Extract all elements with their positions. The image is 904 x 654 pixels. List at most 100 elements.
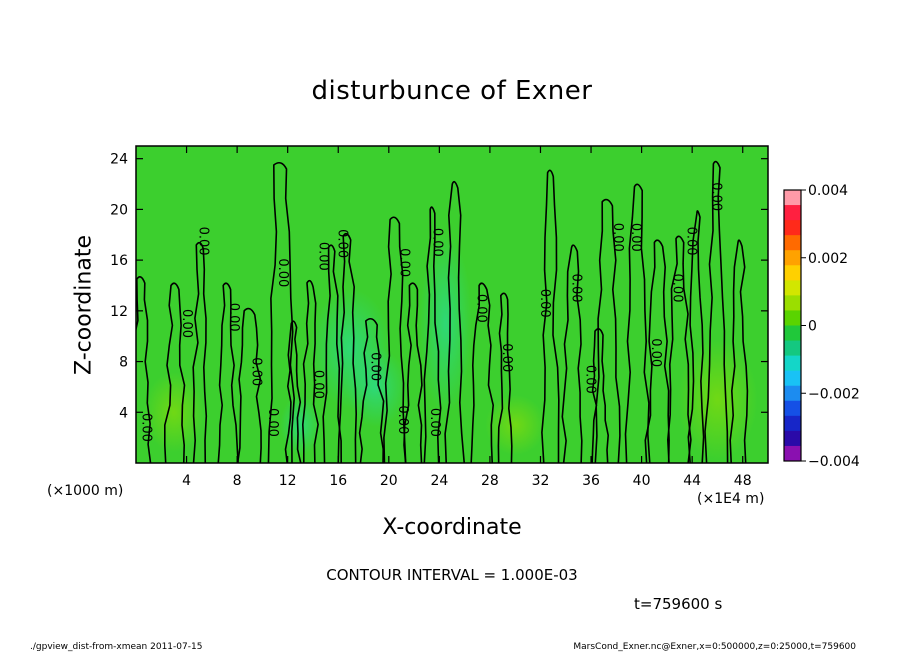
contour-line — [383, 216, 407, 463]
contour-line — [403, 282, 423, 463]
contour-line — [667, 235, 692, 463]
plot-frame — [135, 145, 769, 464]
colorbar-tick-label: 0 — [808, 319, 817, 335]
colorbar-band — [784, 250, 801, 266]
contour-label: 0.00 — [429, 228, 444, 257]
field-high-region — [485, 394, 546, 455]
colorbar-band — [784, 385, 801, 402]
contour-line — [497, 292, 513, 463]
contour-label: 0.00 — [311, 370, 326, 399]
contour-line — [591, 328, 609, 463]
colorbar-band — [784, 430, 801, 447]
colorbar-band — [784, 235, 801, 251]
contour-line — [444, 180, 466, 463]
x-tick-label: 32 — [532, 473, 550, 489]
x-unit-left: (×1000 m) — [47, 483, 124, 499]
x-tick-label: 36 — [582, 473, 600, 489]
contour-label: 0.00 — [537, 289, 552, 318]
colorbar-band — [784, 220, 801, 236]
colorbar-band — [784, 445, 801, 462]
contour-line — [236, 307, 262, 463]
colorbar-band — [784, 355, 801, 372]
colorbar-band — [784, 295, 801, 311]
contour-label: 0.00 — [648, 338, 663, 367]
contour-line — [164, 282, 186, 463]
contour-label: 0.00 — [179, 309, 194, 338]
contour-label: 0.00 — [396, 248, 411, 277]
contour-label: 0.00 — [265, 408, 280, 437]
y-axis-label: Z-coordinate — [71, 235, 97, 375]
x-axis-label: X-coordinate — [382, 515, 522, 540]
field-high-region — [143, 372, 204, 453]
contour-line — [644, 239, 670, 463]
x-tick-label: 48 — [734, 473, 752, 489]
contour-line — [470, 282, 494, 463]
contour-label: 0.00 — [610, 223, 625, 252]
colorbar-band — [784, 370, 801, 387]
y-tick-label: 8 — [119, 355, 128, 371]
contour-line — [704, 160, 729, 463]
contour-label: 0.00 — [139, 413, 154, 442]
contour-line — [729, 239, 749, 463]
colorbar: 0.004 0.002 0 −0.002 −0.004 — [783, 183, 860, 470]
colorbar-tick-label: −0.002 — [808, 386, 860, 402]
contour-line — [423, 206, 442, 463]
field-high-region — [677, 339, 758, 460]
x-tick-label: 24 — [430, 473, 448, 489]
x-tick-label: 20 — [380, 473, 398, 489]
colorbar-tick-label: 0.002 — [808, 251, 848, 267]
contour-labels: 0.000.000.000.000.000.000.000.000.00 0.00… — [139, 182, 724, 442]
y-tick-label: 4 — [119, 405, 128, 421]
contour-line — [267, 161, 295, 463]
colorbar-band — [784, 415, 801, 432]
x-tick-label: 40 — [633, 473, 651, 489]
colorbar-band — [784, 280, 801, 296]
contour-label: 0.00 — [395, 405, 410, 434]
contour-label: 0.00 — [195, 227, 210, 256]
contour-label: 0.00 — [427, 408, 442, 437]
contour-label: 0.00 — [249, 357, 264, 386]
contour-line — [594, 198, 621, 463]
y-tick-label: 16 — [110, 253, 128, 269]
contour-label: 0.00 — [226, 303, 241, 332]
colorbar-band — [784, 340, 801, 357]
contour-line — [217, 282, 239, 463]
contour-label: 0.00 — [709, 182, 724, 211]
colorbar-band — [784, 205, 801, 221]
contour-label: 0.00 — [335, 229, 350, 258]
contour-line — [337, 232, 357, 463]
y-tick-label: 20 — [110, 202, 128, 218]
x-axis: 4 8 12 16 20 24 28 32 36 40 44 48 — [182, 146, 752, 489]
contour-line — [687, 210, 705, 463]
contour-line — [302, 279, 319, 463]
colorbar-tick-label: 0.004 — [808, 183, 848, 199]
colorbar-band — [784, 310, 801, 326]
field-low-region — [346, 346, 407, 427]
contour-label: 0.00 — [275, 258, 290, 287]
colorbar-band — [784, 265, 801, 281]
colorbar-band — [784, 400, 801, 417]
time-label: t=759600 s — [634, 595, 723, 613]
x-tick-label: 44 — [683, 473, 701, 489]
contour-label: 0.00 — [582, 365, 597, 394]
contour-label: 0.00 — [499, 343, 514, 372]
contour-line — [192, 241, 208, 463]
x-unit-right: (×1E4 m) — [697, 491, 765, 507]
contour-line — [561, 244, 583, 463]
contour-lines — [136, 160, 749, 463]
colorbar-band — [784, 325, 801, 342]
chart-title: disturbunce of Exner — [311, 76, 593, 106]
contour-line — [358, 317, 385, 463]
contour-line — [284, 320, 302, 463]
contour-interval-note: CONTOUR INTERVAL = 1.000E-03 — [326, 566, 578, 584]
contour-label: 0.00 — [628, 223, 643, 252]
x-tick-label: 16 — [329, 473, 347, 489]
y-tick-label: 24 — [110, 152, 128, 168]
contour-line — [541, 169, 560, 463]
contour-label: 0.00 — [367, 352, 382, 381]
footer-source: MarsCond_Exner.nc@Exner,x=0:500000,z=0:2… — [573, 642, 856, 652]
contour-line — [136, 276, 152, 463]
contour-label: 0.00 — [669, 274, 684, 303]
contour-label: 0.00 — [568, 274, 583, 303]
